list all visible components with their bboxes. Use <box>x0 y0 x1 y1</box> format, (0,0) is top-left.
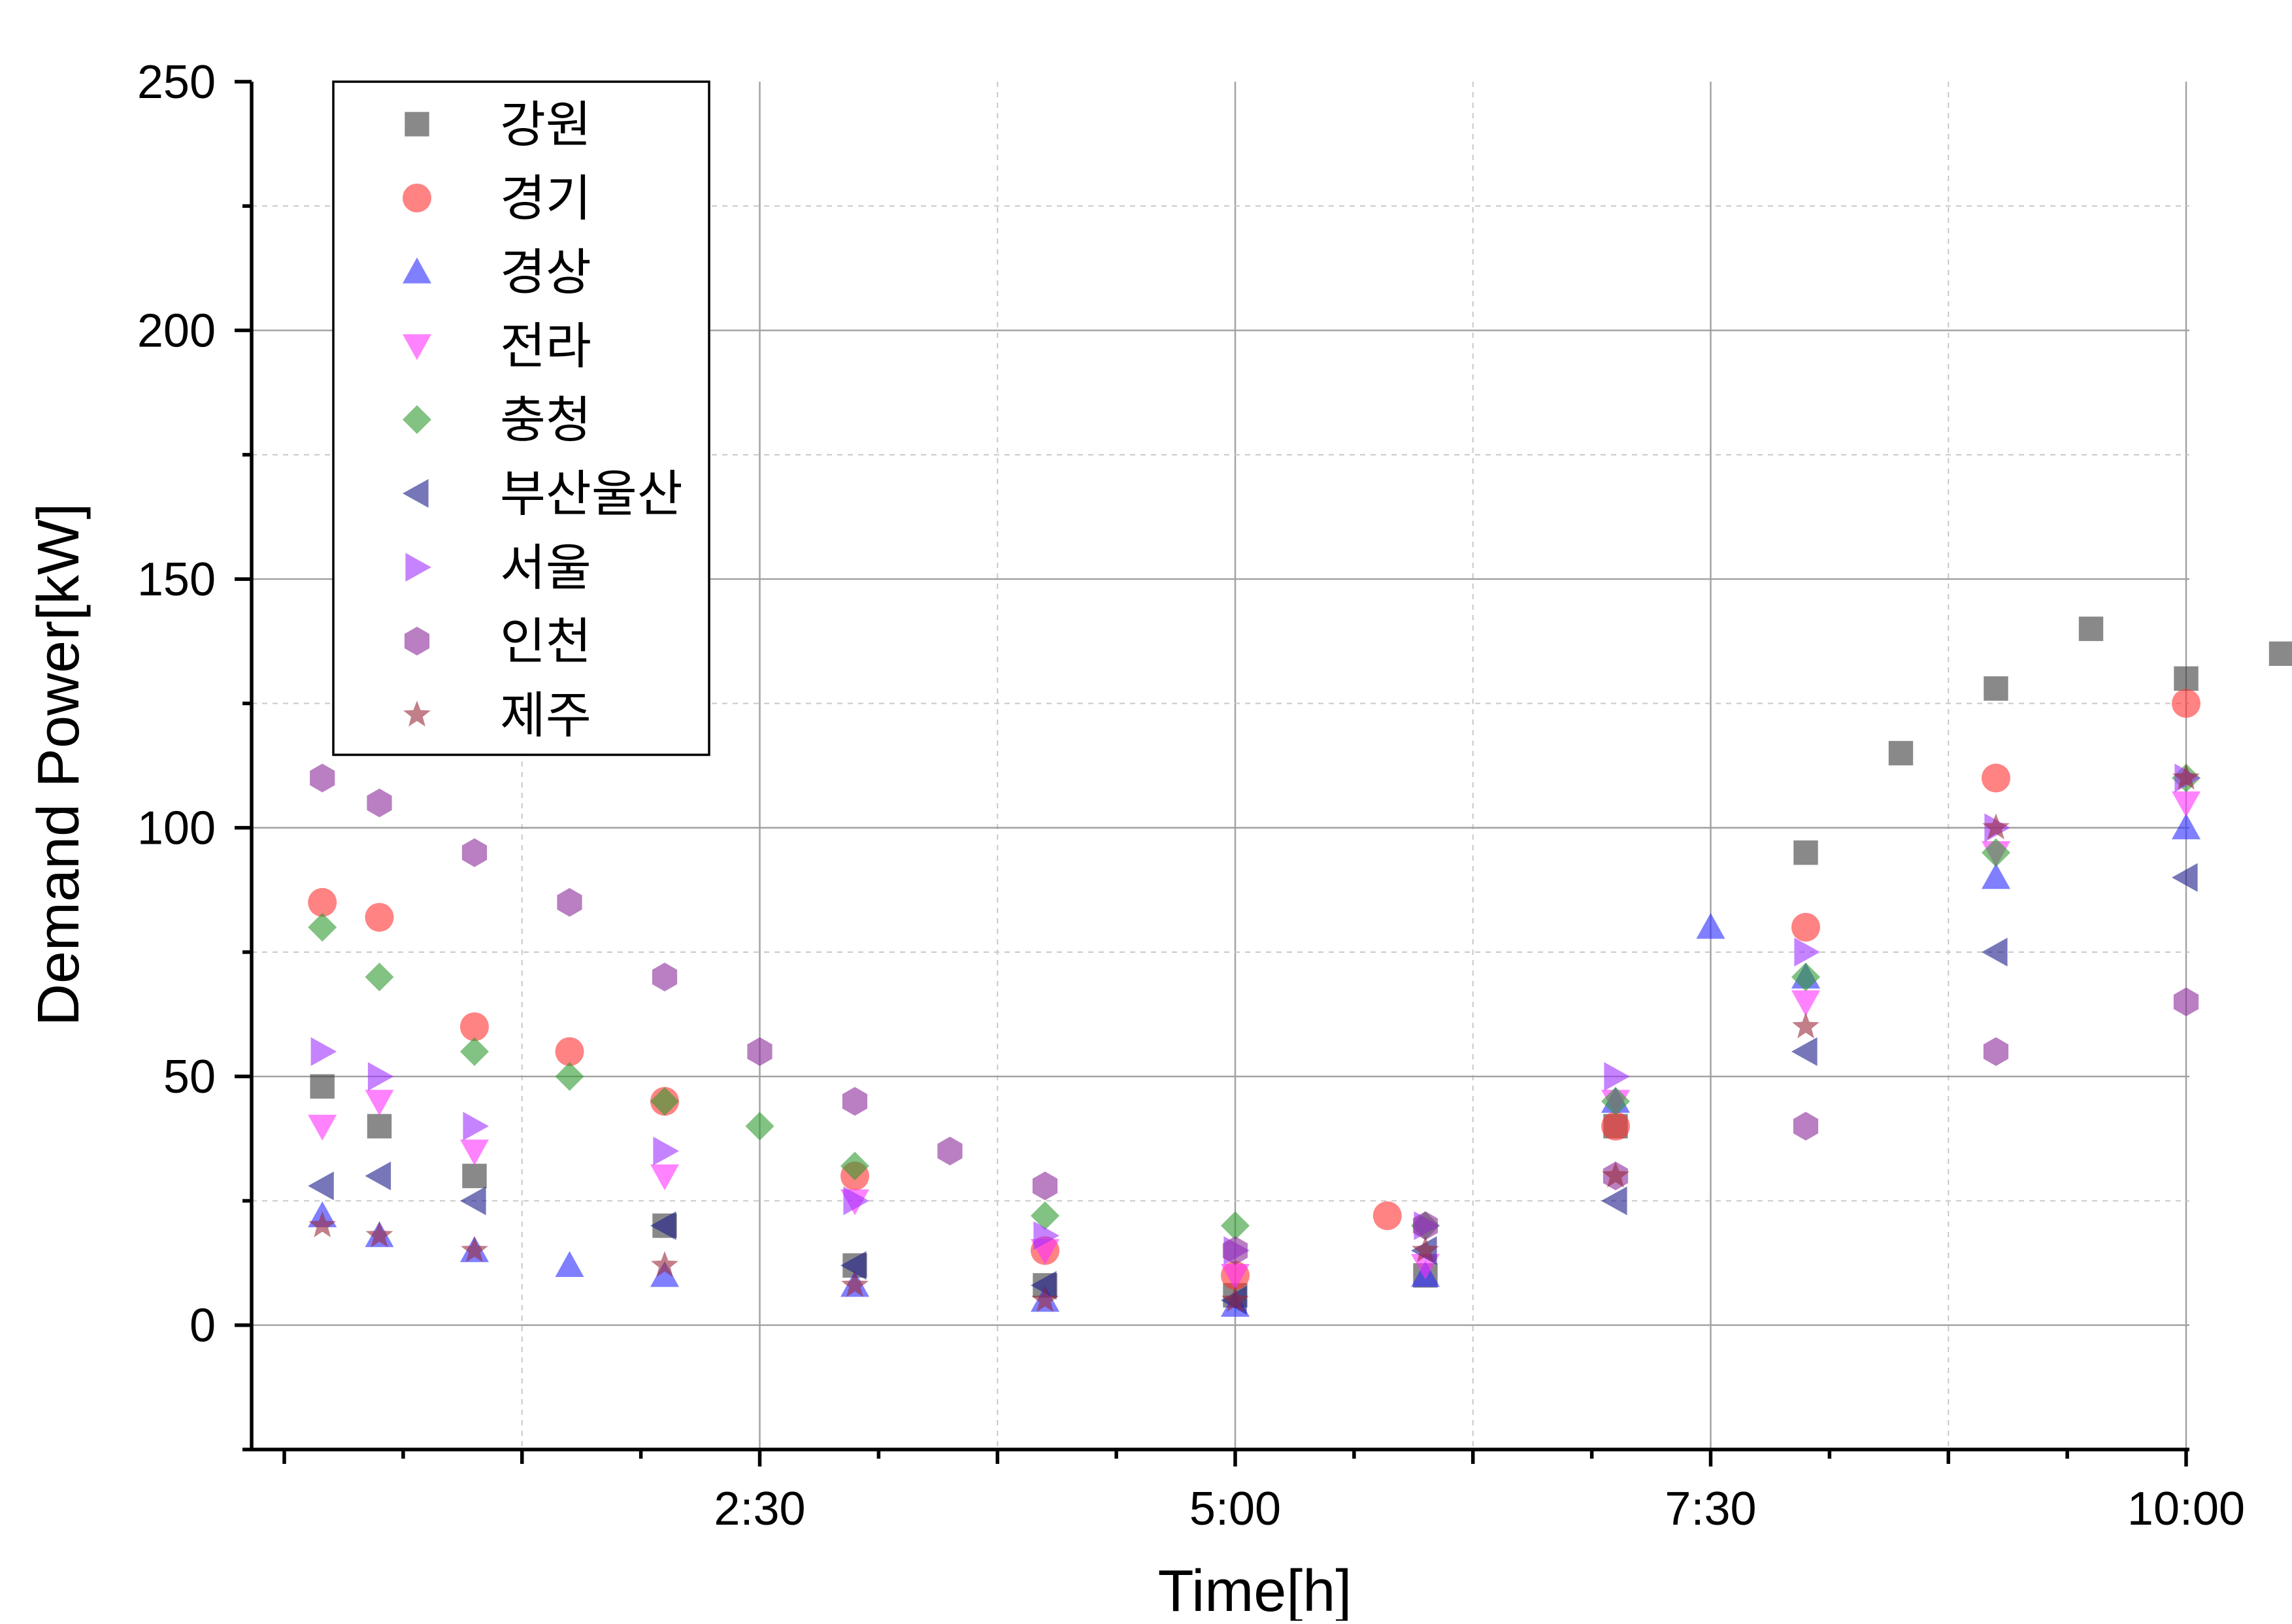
y-tick-label: 200 <box>137 305 216 357</box>
data-point <box>460 1140 489 1166</box>
data-point <box>308 913 337 942</box>
data-point <box>937 1136 962 1165</box>
data-point <box>842 1087 867 1116</box>
data-point <box>365 903 394 932</box>
data-point <box>2174 987 2199 1016</box>
data-point <box>308 1172 334 1201</box>
data-point <box>1791 990 1820 1016</box>
data-point <box>556 1062 584 1091</box>
data-point <box>2172 689 2201 718</box>
data-point <box>2174 667 2198 691</box>
legend-marker <box>405 112 429 136</box>
data-point <box>1697 913 1725 939</box>
data-point <box>650 1165 679 1191</box>
y-tick-label: 150 <box>137 554 216 606</box>
data-point <box>1889 741 1913 765</box>
data-point <box>310 1074 335 1099</box>
data-point <box>556 1251 584 1277</box>
data-point <box>368 1062 394 1091</box>
legend-label: 서울 <box>500 540 591 596</box>
data-point <box>746 1112 774 1140</box>
x-tick-label: 5:00 <box>1189 1483 1281 1535</box>
data-point <box>308 1115 337 1141</box>
data-point <box>462 838 487 867</box>
data-point <box>652 963 677 991</box>
data-point <box>308 1212 336 1238</box>
legend-label: 부산울산 <box>500 467 683 522</box>
data-point <box>1604 1062 1630 1091</box>
data-point <box>1984 676 2008 701</box>
data-point <box>463 1112 489 1140</box>
data-point <box>556 1037 584 1066</box>
legend-label: 경상 <box>500 245 591 301</box>
data-point <box>1984 1037 2008 1066</box>
y-tick-label: 250 <box>137 56 216 108</box>
x-tick-label: 10:00 <box>2127 1483 2245 1535</box>
data-point <box>1791 1037 1818 1066</box>
legend-label: 전라 <box>500 319 591 374</box>
data-point <box>653 1136 679 1165</box>
data-point <box>365 963 394 991</box>
data-point <box>1033 1172 1057 1201</box>
data-point <box>311 1037 337 1066</box>
legend-label: 강원 <box>500 97 591 153</box>
data-point <box>367 1114 391 1138</box>
data-point <box>1373 1201 1402 1230</box>
data-point <box>460 1187 486 1216</box>
legend-label: 인천 <box>500 614 591 670</box>
data-point <box>2172 791 2201 818</box>
y-tick-label: 100 <box>137 803 216 855</box>
data-point <box>1601 1187 1627 1216</box>
data-point <box>1793 840 1818 865</box>
data-point <box>1221 1212 1250 1240</box>
data-point <box>1792 1012 1819 1038</box>
x-tick-label: 7:30 <box>1665 1483 1756 1535</box>
data-point <box>2269 642 2292 666</box>
data-point <box>310 764 335 793</box>
data-point <box>1791 913 1820 942</box>
data-point <box>460 1012 489 1041</box>
data-point <box>367 789 391 818</box>
data-point <box>462 1164 486 1188</box>
y-tick-label: 50 <box>163 1051 216 1103</box>
legend-marker <box>403 184 431 212</box>
data-point <box>1601 1112 1630 1140</box>
data-point <box>557 888 582 917</box>
x-axis-title: Time[h] <box>1158 1559 1352 1621</box>
data-point <box>460 1037 489 1066</box>
legend-label: 제주 <box>500 688 591 744</box>
data-point <box>2079 617 2103 641</box>
data-point <box>365 1090 394 1116</box>
legend-label: 경기 <box>500 171 591 227</box>
data-point <box>1982 764 2010 793</box>
data-point <box>1794 938 1820 967</box>
data-point <box>308 888 337 917</box>
data-point <box>747 1037 772 1066</box>
data-point <box>365 1161 391 1190</box>
y-axis-title: Demand Power[kW] <box>26 503 91 1026</box>
data-point <box>2172 863 2198 892</box>
y-tick-label: 0 <box>190 1300 216 1352</box>
data-point <box>1982 938 2008 967</box>
data-point <box>1793 1112 1818 1140</box>
x-tick-label: 2:30 <box>714 1483 805 1535</box>
legend-label: 충청 <box>500 393 591 448</box>
